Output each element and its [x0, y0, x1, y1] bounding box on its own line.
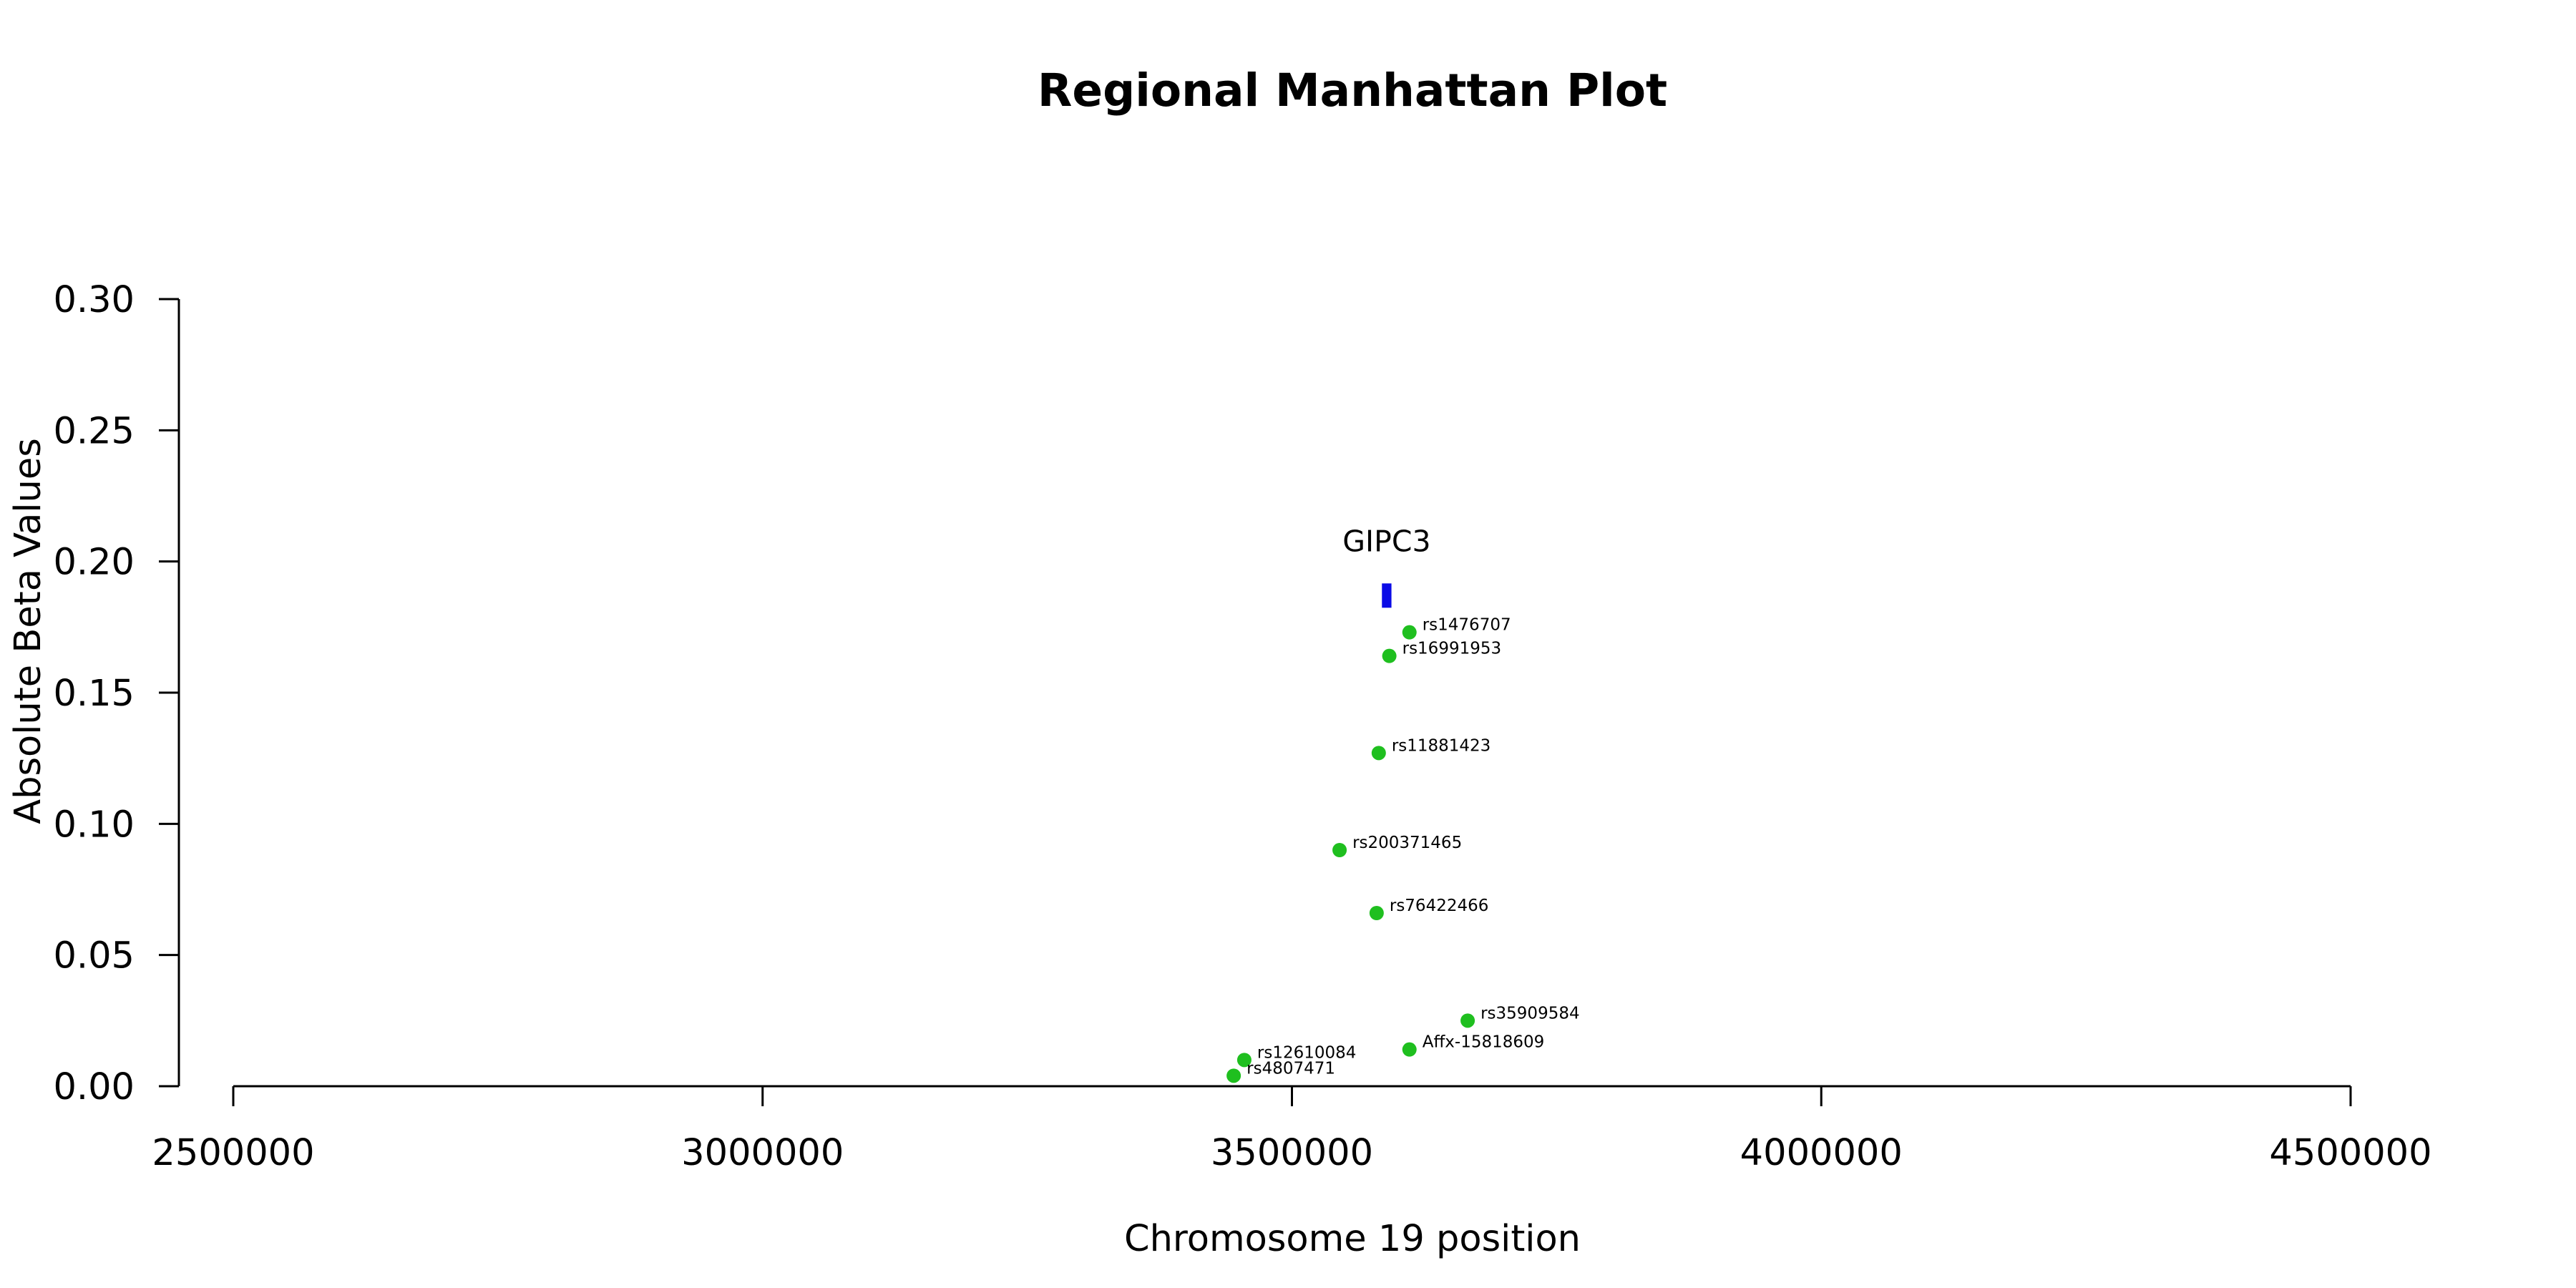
y-tick-label: 0.15 [53, 673, 135, 715]
snp-point [1371, 746, 1386, 761]
y-tick-label: 0.20 [53, 542, 135, 584]
y-axis-label: Absolute Beta Values [7, 438, 49, 824]
snp-label: rs76422466 [1390, 897, 1489, 915]
x-tick-label: 3000000 [681, 1132, 844, 1174]
snp-points: rs1476707 rs16991953 rs11881423 rs200371465… [1226, 616, 1580, 1083]
gene-label: GIPC3 [1342, 524, 1430, 558]
snp-point [1332, 843, 1347, 857]
snp-point [1402, 625, 1417, 640]
x-tick-label: 4000000 [1740, 1132, 1903, 1174]
gene-bar [1382, 583, 1392, 608]
y-tick-label: 0.05 [53, 935, 135, 977]
y-tick-label: 0.00 [53, 1066, 135, 1108]
x-axis-label: Chromosome 19 position [1124, 1218, 1581, 1260]
snp-point [1402, 1042, 1417, 1057]
snp-point [1226, 1068, 1241, 1083]
x-tick-label: 3500000 [1211, 1132, 1373, 1174]
snp-label: rs200371465 [1352, 834, 1462, 852]
snp-label: rs4807471 [1246, 1059, 1335, 1078]
x-tick-label: 4500000 [2269, 1132, 2431, 1174]
x-tick-label: 2500000 [152, 1132, 314, 1174]
axes: 2500000 3000000 3500000 4000000 4500000 0.00 0… [53, 279, 2431, 1174]
snp-label: rs12610084 [1257, 1043, 1357, 1062]
gene-track: GIPC3 [1342, 524, 1431, 608]
y-tick-label: 0.30 [53, 279, 135, 321]
snp-label: rs35909584 [1480, 1004, 1580, 1023]
chart-title: Regional Manhattan Plot [1038, 64, 1667, 117]
snp-point [1236, 1053, 1252, 1068]
snp-label: rs1476707 [1423, 616, 1511, 635]
snp-point [1382, 648, 1397, 663]
snp-point [1369, 906, 1384, 920]
snp-label: rs11881423 [1392, 736, 1491, 755]
snp-label: rs16991953 [1402, 640, 1502, 658]
snp-label: Affx-15818609 [1423, 1033, 1545, 1052]
y-tick-label: 0.10 [53, 804, 135, 846]
snp-point [1460, 1013, 1475, 1028]
y-tick-label: 0.25 [53, 410, 135, 452]
